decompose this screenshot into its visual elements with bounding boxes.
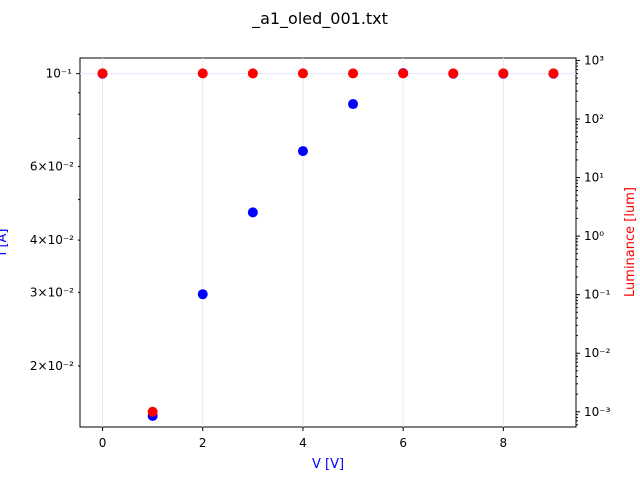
luminance-point: [297, 68, 308, 79]
x-axis-label: V [V]: [312, 457, 344, 472]
luminance-point: [398, 68, 409, 79]
luminance-point: [548, 68, 559, 79]
data-points: [97, 68, 559, 421]
right-y-tick-label: 10⁰: [584, 229, 604, 243]
chart-title: _a1_oled_001.txt: [251, 9, 388, 29]
right-y-tick-label: 10¹: [584, 171, 604, 185]
grid: [80, 58, 576, 427]
plot-frame: [79, 57, 577, 428]
x-tick-label: 8: [500, 436, 508, 450]
right-y-tick-label: 10⁻²: [584, 346, 611, 360]
left-y-tick-label: 10⁻¹: [46, 67, 73, 81]
left-y-tick-label: 2×10⁻²: [30, 359, 74, 373]
right-y-tick-label: 10⁻¹: [584, 288, 611, 302]
luminance-point: [448, 68, 459, 79]
current-point: [348, 99, 359, 110]
right-y-axis-label: Luminance [lum]: [623, 187, 638, 297]
left-y-tick-label: 4×10⁻²: [30, 233, 74, 247]
x-tick-label: 4: [299, 436, 307, 450]
left-y-axis: 10⁻¹ 6×10⁻² 4×10⁻² 3×10⁻² 2×10⁻²: [30, 67, 80, 373]
current-point: [247, 207, 258, 218]
current-point: [297, 146, 308, 157]
luminance-point: [247, 68, 258, 79]
left-y-tick-label: 3×10⁻²: [30, 285, 74, 299]
luminance-point: [197, 68, 208, 79]
right-y-tick-label: 10²: [584, 112, 604, 126]
left-y-tick-label: 6×10⁻²: [30, 159, 74, 173]
current-point: [197, 289, 208, 300]
left-y-axis-label: I [A]: [0, 228, 10, 255]
x-tick-label: 2: [199, 436, 207, 450]
luminance-point: [97, 68, 108, 79]
luminance-point: [147, 406, 158, 417]
right-y-axis: 10³ 10² 10¹ 10⁰ 10⁻¹ 10⁻² 10⁻³: [576, 53, 611, 426]
x-tick-label: 0: [99, 436, 107, 450]
x-axis: 0 2 4 6 8: [99, 427, 507, 450]
x-tick-label: 6: [399, 436, 407, 450]
right-y-tick-label: 10³: [584, 53, 604, 67]
luminance-point: [348, 68, 359, 79]
luminance-point: [498, 68, 509, 79]
right-y-tick-label: 10⁻³: [584, 405, 611, 419]
